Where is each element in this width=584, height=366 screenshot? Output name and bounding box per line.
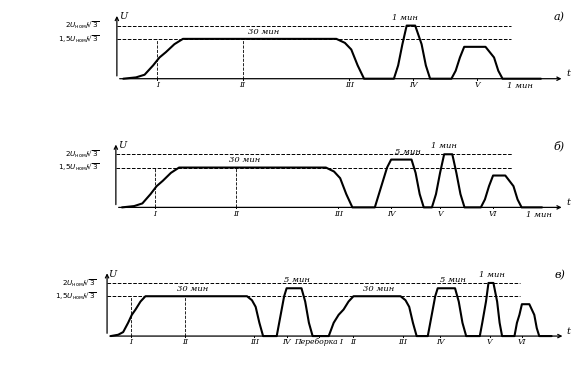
- Text: 1 мин: 1 мин: [479, 271, 505, 279]
- Text: IV: IV: [283, 338, 291, 346]
- Text: t: t: [566, 198, 571, 207]
- Text: $2U_{\mathregular{ном}}/\!\sqrt{3}$: $2U_{\mathregular{ном}}/\!\sqrt{3}$: [65, 149, 99, 160]
- Text: 5 мин: 5 мин: [440, 276, 465, 284]
- Text: б): б): [553, 141, 565, 152]
- Text: 5 мин: 5 мин: [395, 147, 420, 156]
- Text: II: II: [350, 338, 356, 346]
- Text: 1 мин: 1 мин: [507, 82, 533, 90]
- Text: $1,\!5U_{\mathregular{ном}}/\!\sqrt{3}$: $1,\!5U_{\mathregular{ном}}/\!\sqrt{3}$: [55, 290, 97, 302]
- Text: IV: IV: [436, 338, 444, 346]
- Text: V: V: [487, 338, 492, 346]
- Text: t: t: [566, 326, 571, 336]
- Text: II: II: [233, 209, 239, 217]
- Text: $1,\!5U_{\mathregular{ном}}/\!\sqrt{3}$: $1,\!5U_{\mathregular{ном}}/\!\sqrt{3}$: [58, 33, 100, 45]
- Text: 30 мин: 30 мин: [229, 156, 260, 164]
- Text: III: III: [345, 81, 354, 89]
- Text: III: III: [333, 209, 343, 217]
- Text: III: III: [250, 338, 259, 346]
- Text: 1 мин: 1 мин: [526, 210, 551, 219]
- Text: V: V: [437, 209, 443, 217]
- Text: I: I: [153, 209, 156, 217]
- Text: $1,\!5U_{\mathregular{ном}}/\!\sqrt{3}$: $1,\!5U_{\mathregular{ном}}/\!\sqrt{3}$: [58, 162, 99, 173]
- Text: $2U_{\mathregular{ном}}/\!\sqrt{3}$: $2U_{\mathregular{ном}}/\!\sqrt{3}$: [62, 277, 97, 289]
- Text: 30 мин: 30 мин: [363, 285, 394, 293]
- Text: 30 мин: 30 мин: [177, 285, 208, 293]
- Text: 1 мин: 1 мин: [392, 14, 418, 22]
- Text: IV: IV: [387, 209, 395, 217]
- Text: VI: VI: [517, 338, 526, 346]
- Text: 1 мин: 1 мин: [431, 142, 457, 150]
- Text: II: II: [239, 81, 246, 89]
- Text: t: t: [566, 69, 571, 78]
- Text: Переборка I: Переборка I: [294, 338, 343, 346]
- Text: $2U_{\mathregular{ном}}/\!\sqrt{3}$: $2U_{\mathregular{ном}}/\!\sqrt{3}$: [65, 20, 100, 31]
- Text: U: U: [108, 270, 117, 279]
- Text: U: U: [119, 12, 127, 21]
- Text: IV: IV: [409, 81, 418, 89]
- Text: U: U: [118, 141, 126, 150]
- Text: VI: VI: [489, 209, 498, 217]
- Text: V: V: [474, 81, 479, 89]
- Text: в): в): [554, 270, 565, 280]
- Text: а): а): [554, 12, 564, 23]
- Text: I: I: [129, 338, 132, 346]
- Text: 5 мин: 5 мин: [284, 276, 310, 284]
- Text: I: I: [156, 81, 159, 89]
- Text: II: II: [182, 338, 188, 346]
- Text: 30 мин: 30 мин: [248, 28, 280, 36]
- Text: III: III: [398, 338, 408, 346]
